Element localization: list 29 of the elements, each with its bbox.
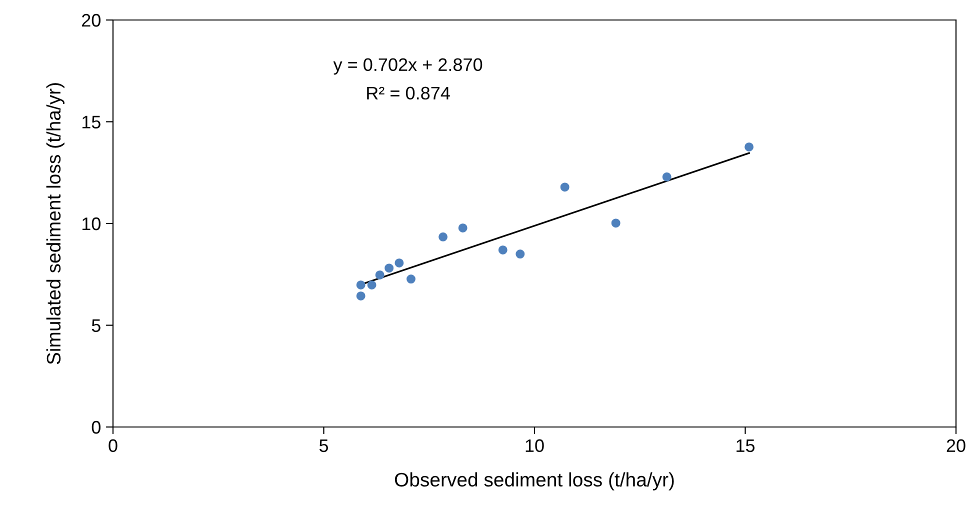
x-tick-label: 20 <box>946 439 966 452</box>
x-axis-title: Observed sediment loss (t/ha/yr) <box>394 472 674 490</box>
point <box>498 245 508 254</box>
x-tick-label: 10 <box>526 439 544 452</box>
y-tick-label: 0 <box>92 420 100 434</box>
x-tick-label: 5 <box>319 439 328 452</box>
point <box>394 258 404 268</box>
point <box>662 172 672 182</box>
point <box>375 270 384 280</box>
point <box>384 264 394 273</box>
annotation: y = 0.702x + 2.870 <box>333 58 482 75</box>
point <box>611 218 620 228</box>
point <box>406 274 416 284</box>
point <box>516 250 525 259</box>
y-tick-label: 10 <box>82 217 100 230</box>
y-tick-label: 5 <box>92 319 100 332</box>
x-tick-label: 0 <box>108 439 118 452</box>
y-tick-label: 20 <box>82 14 100 27</box>
point <box>367 280 376 290</box>
point <box>356 291 366 300</box>
y-axis-title: Simulated sediment loss (t/ha/yr) <box>46 83 64 364</box>
point <box>458 223 468 232</box>
annotation: R² = 0.874 <box>367 86 450 100</box>
point <box>356 280 366 290</box>
x-tick-label: 15 <box>736 439 755 452</box>
point <box>744 142 754 152</box>
point <box>438 232 448 242</box>
point <box>560 182 570 192</box>
y-tick-label: 15 <box>82 116 100 128</box>
